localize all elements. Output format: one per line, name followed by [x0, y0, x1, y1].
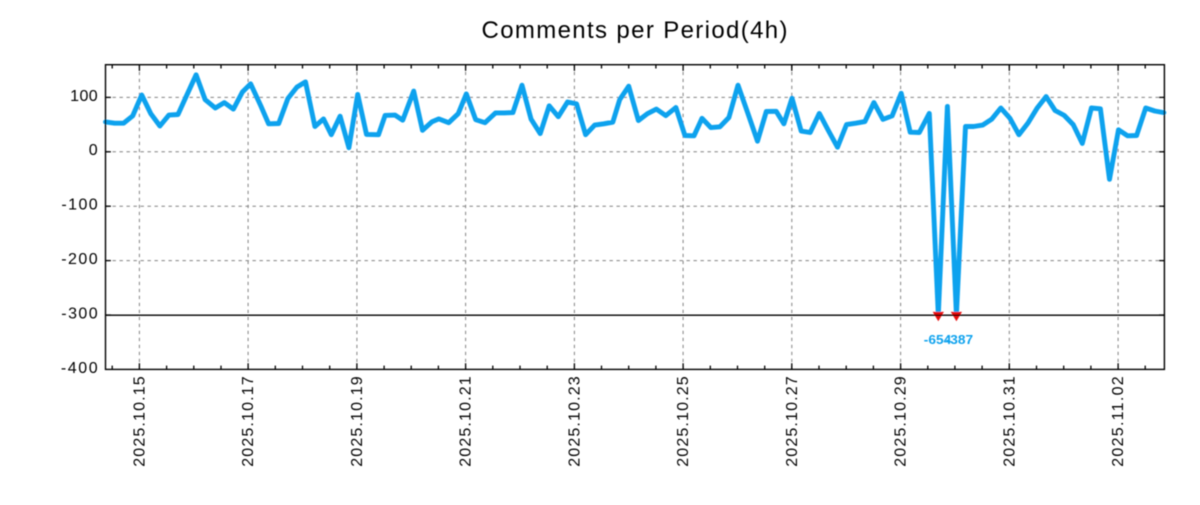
- svg-text:2025.10.25: 2025.10.25: [675, 376, 692, 467]
- svg-text:2025.10.31: 2025.10.31: [1001, 376, 1018, 467]
- svg-text:2025.10.23: 2025.10.23: [566, 376, 583, 467]
- svg-text:2025.10.19: 2025.10.19: [349, 376, 366, 467]
- svg-text:2025.10.29: 2025.10.29: [893, 376, 910, 467]
- svg-text:100: 100: [70, 88, 98, 105]
- svg-text:-200: -200: [61, 251, 98, 268]
- svg-text:-100: -100: [61, 197, 97, 214]
- svg-text:-300: -300: [61, 305, 97, 322]
- svg-text:-654: -654: [924, 333, 951, 347]
- svg-text:2025.10.15: 2025.10.15: [131, 376, 148, 467]
- svg-text:2025.10.21: 2025.10.21: [458, 376, 475, 467]
- svg-text:2025.10.17: 2025.10.17: [240, 376, 257, 467]
- svg-text:2025.10.27: 2025.10.27: [784, 376, 801, 467]
- svg-text:0: 0: [89, 142, 98, 159]
- svg-text:Comments per Period(4h): Comments per Period(4h): [482, 17, 788, 44]
- svg-text:-387: -387: [946, 333, 973, 347]
- svg-text:-400: -400: [61, 360, 98, 377]
